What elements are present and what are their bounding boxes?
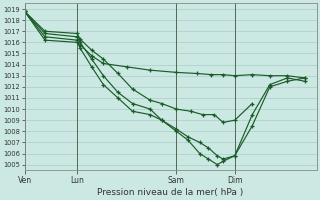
X-axis label: Pression niveau de la mer( hPa ): Pression niveau de la mer( hPa ) — [97, 188, 244, 197]
